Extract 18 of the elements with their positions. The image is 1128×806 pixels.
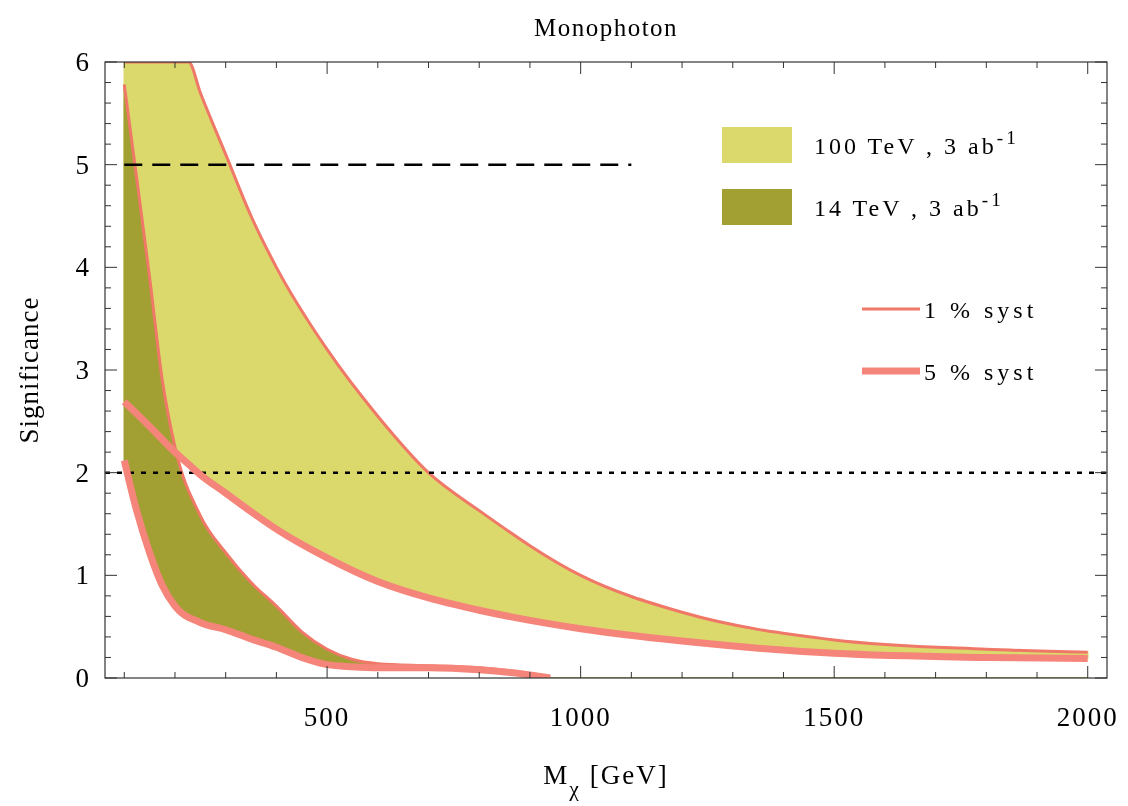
x-axis-title: M$_{χ}$ [GeV]	[543, 760, 669, 801]
x-tick-label: 1000	[549, 702, 612, 732]
x-tick-label: 2000	[1056, 702, 1119, 732]
y-tick-label: 6	[75, 47, 89, 77]
y-tick-label: 3	[75, 355, 89, 385]
y-tick-label: 5	[75, 149, 89, 180]
chart-title: Monophoton	[533, 14, 679, 41]
y-tick-label: 1	[75, 560, 89, 591]
legend-label: 100 TeV , 3 ab$^{-1}$	[814, 126, 1019, 159]
x-tick-label: 1500	[803, 702, 866, 732]
legend-label: 5 % syst	[924, 359, 1038, 385]
y-tick-label: 4	[75, 252, 90, 283]
y-tick-label: 0	[75, 663, 89, 693]
legend-label: 14 TeV , 3 ab$^{-1}$	[814, 188, 1004, 221]
annotation: 1 % syst	[924, 297, 1038, 323]
x-tick-label: 500	[303, 702, 351, 732]
y-axis-title: Significance	[14, 296, 44, 444]
y-tick-label: 2	[75, 457, 89, 488]
